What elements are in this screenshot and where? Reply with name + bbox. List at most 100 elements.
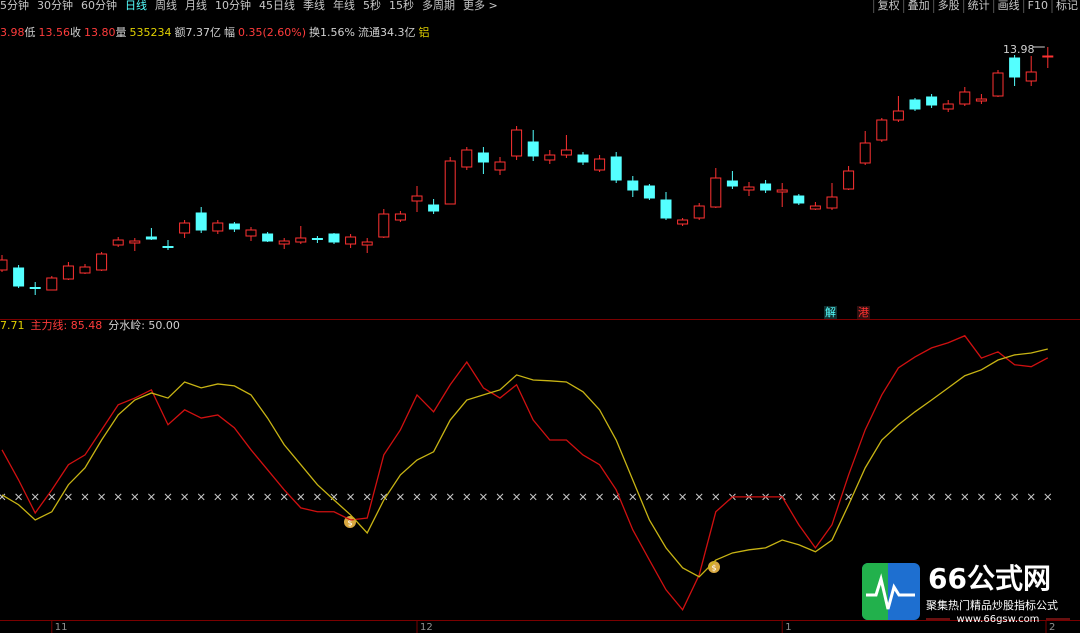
threshold-mark [65, 493, 72, 501]
threshold-mark [795, 493, 803, 501]
toolbar-item[interactable]: 45日线 [259, 0, 295, 12]
toolbar-item[interactable]: 日线 [125, 0, 147, 12]
threshold-mark [961, 493, 969, 501]
quote-info: 额7.37亿 [175, 26, 222, 39]
threshold-mark [15, 493, 22, 501]
threshold-mark [629, 493, 637, 501]
quote-info: 铝 [418, 25, 429, 39]
toolbar-item[interactable]: 画线 [998, 0, 1020, 12]
toolbar-item[interactable]: 周线 [155, 0, 177, 12]
quote-info: 13.80 [84, 26, 116, 39]
quote-info: 换1.56% [309, 25, 355, 39]
toolbar-item[interactable]: 10分钟 [215, 0, 251, 12]
quote-info: 低 [25, 26, 36, 39]
candle-body [262, 233, 274, 242]
toolbar-item[interactable]: 年线 [333, 0, 355, 12]
toolbar-item[interactable]: 5分钟 [0, 0, 29, 12]
candle-body [295, 237, 307, 243]
indicator-line [1, 348, 1048, 578]
svg-text:$: $ [347, 519, 352, 528]
candle-body [710, 177, 722, 208]
threshold-mark [646, 493, 653, 501]
toolbar-item[interactable]: F10 [1028, 0, 1048, 12]
threshold-mark [164, 493, 172, 501]
quote-info: 量 [116, 26, 127, 39]
threshold-mark [1011, 493, 1018, 501]
candle-body [1025, 71, 1037, 82]
toolbar-item[interactable]: 多股 [938, 0, 960, 12]
candle-body [876, 119, 888, 141]
threshold-mark [978, 493, 985, 501]
threshold-mark [878, 493, 886, 501]
candle-body [461, 149, 473, 168]
candle-body [643, 185, 655, 199]
candle-body [942, 103, 954, 110]
toolbar-item[interactable]: 统计 [968, 0, 990, 12]
indicator-header: 分水岭: 50.00 [108, 318, 180, 332]
candle-body [909, 99, 921, 110]
candle-body [195, 212, 207, 231]
toolbar-item[interactable]: 60分钟 [81, 0, 117, 12]
threshold-mark [247, 493, 255, 501]
indicator-header: 7.71 [0, 319, 25, 332]
toolbar-item[interactable]: 叠加 [908, 0, 930, 12]
threshold-mark [1044, 493, 1052, 501]
candle-body [411, 195, 423, 202]
threshold-mark [546, 493, 554, 501]
toolbar-item[interactable]: 15秒 [389, 0, 414, 12]
candle-body [926, 96, 938, 106]
watermark-logo [862, 563, 920, 620]
toolbar-item[interactable]: 季线 [303, 0, 325, 12]
candle-body [444, 160, 456, 205]
toolbar-item[interactable]: 月线 [185, 0, 207, 12]
watermark-slogan: 聚集热门精品炒股指标公式 [926, 598, 1058, 612]
candle-body [577, 154, 589, 163]
candle-body [79, 266, 91, 274]
event-label: 港 [858, 306, 869, 319]
threshold-mark [596, 493, 603, 501]
candle-body [278, 240, 290, 245]
candle-body [13, 267, 25, 287]
candle-body [826, 196, 838, 209]
candle-body [96, 253, 108, 271]
candle-body [992, 72, 1004, 97]
threshold-mark [264, 493, 271, 501]
threshold-mark [430, 493, 437, 501]
candle-body [328, 233, 340, 243]
toolbar-item[interactable]: 5秒 [363, 0, 381, 12]
event-label: 解 [825, 305, 836, 319]
candle-body [477, 152, 489, 163]
candle-body [544, 154, 556, 161]
toolbar-item[interactable]: 多周期 [422, 0, 455, 12]
toolbar-item[interactable]: 30分钟 [37, 0, 73, 12]
candle-body [179, 222, 191, 234]
threshold-mark [662, 493, 670, 501]
toolbar-item[interactable]: 复权 [878, 0, 900, 12]
svg-text:$: $ [711, 564, 716, 573]
candle-body [129, 240, 141, 244]
threshold-mark [181, 493, 188, 501]
threshold-mark [861, 493, 869, 501]
threshold-mark [496, 493, 504, 501]
quote-info: 3.98 [0, 26, 25, 39]
candle-body [793, 195, 805, 204]
quote-info: 收 [70, 25, 81, 39]
toolbar-item[interactable]: 标记 [1056, 0, 1078, 12]
quote-info: 535234 [130, 26, 172, 39]
threshold-mark [363, 493, 371, 501]
candle-body [809, 205, 821, 210]
toolbar-item[interactable]: 更多 > [463, 0, 498, 12]
candle-body [892, 110, 904, 121]
candle-body [760, 183, 772, 191]
candle-body [112, 239, 124, 246]
threshold-mark [944, 493, 952, 501]
threshold-mark [446, 493, 454, 501]
candle-body [46, 277, 58, 291]
threshold-mark [347, 493, 354, 501]
candle-body [677, 219, 689, 225]
threshold-mark [131, 493, 139, 501]
watermark-url: www.66gsw.com [957, 614, 1040, 625]
event-badge [824, 306, 837, 319]
